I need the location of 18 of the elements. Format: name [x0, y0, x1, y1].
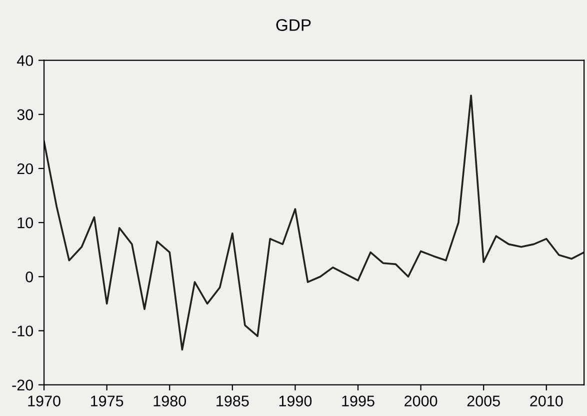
x-tick-label: 2005 [467, 396, 500, 406]
x-tick-label: 1985 [216, 396, 249, 406]
y-tick-label: -10 [12, 326, 34, 336]
y-tick-label: 20 [17, 163, 34, 174]
y-tick-label: -20 [12, 380, 34, 390]
y-tick-label: 30 [17, 109, 34, 120]
x-tick-label: 2010 [530, 396, 563, 406]
y-tick-label: 0 [26, 272, 34, 282]
y-tick-label: 40 [16, 55, 34, 66]
y-tick-label: 10 [18, 217, 34, 228]
x-tick-label: 1980 [154, 396, 186, 406]
x-tick-label: 1970 [28, 396, 60, 406]
x-tick-label: 1990 [279, 396, 312, 406]
x-tick-label: 2000 [404, 396, 438, 406]
chart-title: GDP [276, 19, 311, 31]
line-series [44, 94, 584, 351]
x-tick-label: 1975 [90, 396, 124, 406]
x-tick-label: 1995 [342, 396, 374, 406]
